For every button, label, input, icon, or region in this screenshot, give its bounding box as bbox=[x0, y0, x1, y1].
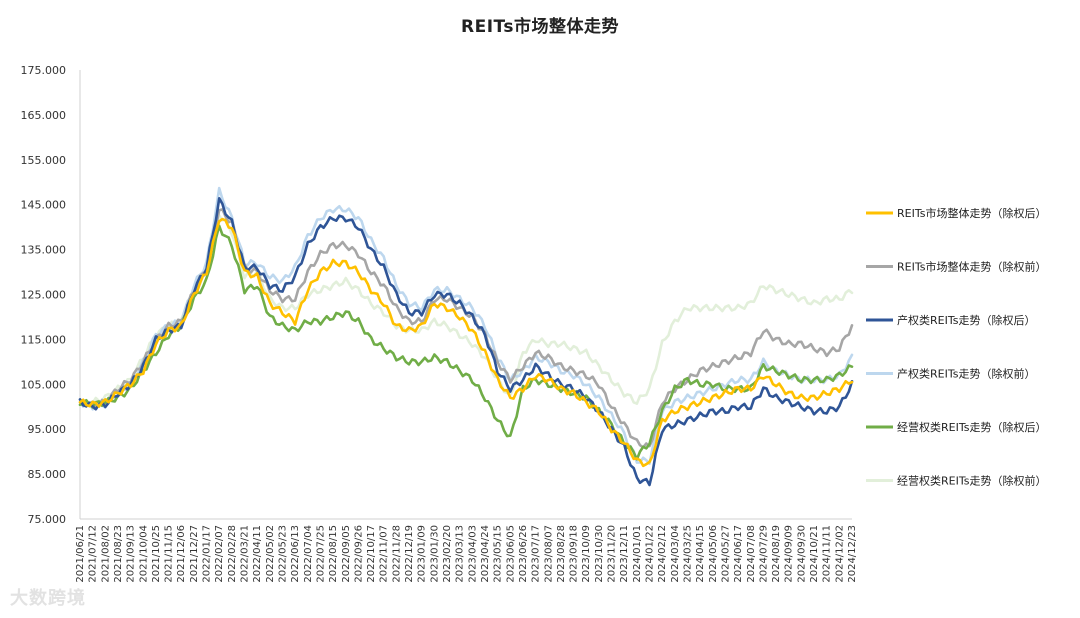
x-tick-label: 2023/10/09 bbox=[581, 525, 592, 583]
legend: REITs市场整体走势（除权后） REITs市场整体走势（除权前） 产权类REITs… bbox=[866, 206, 1046, 488]
x-tick-label: 2022/04/11 bbox=[252, 525, 263, 583]
y-tick-label: 145.000 bbox=[21, 199, 67, 212]
x-tick-label: 2024/08/19 bbox=[771, 525, 782, 583]
x-tick-label: 2023/12/11 bbox=[619, 525, 630, 583]
y-tick-label: 125.000 bbox=[21, 289, 67, 302]
legend-label: REITs市场整体走势（除权后） bbox=[897, 206, 1046, 220]
watermark: 大数跨境 bbox=[10, 588, 86, 609]
y-tick-label: 85.000 bbox=[28, 468, 67, 481]
x-tick-label: 2023/04/24 bbox=[480, 525, 491, 583]
x-tick-label: 2024/04/15 bbox=[695, 525, 706, 583]
x-tick-label: 2022/06/13 bbox=[290, 525, 301, 583]
y-tick-label: 105.000 bbox=[21, 378, 67, 391]
y-tick-label: 95.000 bbox=[28, 423, 67, 436]
legend-label: REITs市场整体走势（除权前） bbox=[897, 260, 1046, 274]
x-tick-label: 2024/03/25 bbox=[682, 525, 693, 583]
legend-label: 产权类REITs走势（除权前） bbox=[897, 367, 1035, 381]
x-tick-label: 2023/05/15 bbox=[493, 525, 504, 583]
x-tick-label: 2024/09/30 bbox=[796, 525, 807, 583]
x-tick-label: 2021/10/04 bbox=[138, 525, 149, 583]
y-axis: 75.000 85.000 95.000 105.000 115.000 125.000 1… bbox=[21, 64, 81, 526]
x-tick-label: 2022/05/02 bbox=[265, 525, 276, 583]
x-tick-label: 2024/11/11 bbox=[822, 525, 833, 583]
x-tick-label: 2024/06/17 bbox=[733, 525, 744, 583]
x-tick-label: 2022/11/07 bbox=[379, 525, 390, 583]
legend-label: 经营权类REITs走势（除权前） bbox=[897, 474, 1046, 488]
x-tick-label: 2024/01/01 bbox=[632, 525, 643, 583]
chart-title: REITs市场整体走势 bbox=[461, 17, 619, 37]
x-tick-label: 2022/12/19 bbox=[404, 525, 415, 583]
x-tick-label: 2022/02/28 bbox=[227, 525, 238, 583]
x-tick-label: 2021/11/15 bbox=[164, 525, 175, 583]
x-tick-label: 2023/09/18 bbox=[569, 525, 580, 583]
x-tick-label: 2023/01/09 bbox=[417, 525, 428, 583]
x-tick-label: 2024/10/21 bbox=[809, 525, 820, 583]
x-tick-label: 2023/06/26 bbox=[518, 525, 529, 583]
x-tick-label: 2023/08/07 bbox=[543, 525, 554, 583]
x-tick-label: 2021/08/23 bbox=[113, 525, 124, 583]
x-tick-label: 2023/06/05 bbox=[505, 525, 516, 583]
y-tick-label: 135.000 bbox=[21, 244, 67, 257]
series-line-1 bbox=[78, 208, 854, 449]
series-line-4 bbox=[78, 224, 854, 461]
x-tick-label: 2023/08/28 bbox=[556, 525, 567, 583]
legend-label: 产权类REITs走势（除权后） bbox=[897, 313, 1035, 327]
x-tick-label: 2023/04/03 bbox=[467, 525, 478, 583]
legend-label: 经营权类REITs走势（除权后） bbox=[897, 420, 1046, 434]
x-tick-label: 2022/03/21 bbox=[240, 525, 251, 583]
x-tick-label: 2022/02/07 bbox=[214, 525, 225, 583]
x-tick-label: 2022/10/17 bbox=[366, 525, 377, 583]
x-tick-label: 2022/07/25 bbox=[315, 525, 326, 583]
series-layer bbox=[78, 186, 854, 487]
y-tick-label: 175.000 bbox=[21, 64, 67, 77]
x-tick-label: 2022/09/05 bbox=[341, 525, 352, 583]
x-tick-label: 2022/09/26 bbox=[353, 525, 364, 583]
x-tick-label: 2021/07/12 bbox=[88, 525, 99, 583]
x-tick-label: 2024/07/08 bbox=[746, 525, 757, 583]
x-tick-label: 2021/06/21 bbox=[75, 525, 86, 583]
x-tick-label: 2023/07/17 bbox=[531, 525, 542, 583]
x-tick-label: 2022/01/17 bbox=[202, 525, 213, 583]
x-tick-label: 2023/01/30 bbox=[429, 525, 440, 583]
x-tick-label: 2021/08/02 bbox=[100, 525, 111, 583]
x-tick-label: 2024/12/02 bbox=[834, 525, 845, 583]
x-tick-label: 2024/01/22 bbox=[645, 525, 656, 583]
y-tick-label: 155.000 bbox=[21, 154, 67, 167]
x-tick-label: 2022/07/04 bbox=[303, 525, 314, 583]
x-tick-label: 2021/12/06 bbox=[176, 525, 187, 583]
x-tick-label: 2022/08/15 bbox=[328, 525, 339, 583]
y-tick-label: 75.000 bbox=[28, 513, 67, 526]
x-tick-label: 2024/09/09 bbox=[784, 525, 795, 583]
x-tick-label: 2024/07/29 bbox=[758, 525, 769, 583]
x-tick-label: 2024/05/06 bbox=[708, 525, 719, 583]
x-tick-label: 2023/10/30 bbox=[594, 525, 605, 583]
x-tick-label: 2021/12/27 bbox=[189, 525, 200, 583]
series-line-0 bbox=[78, 217, 854, 468]
x-tick-label: 2024/12/23 bbox=[847, 525, 858, 583]
x-tick-label: 2022/05/23 bbox=[277, 525, 288, 583]
x-tick-label: 2021/09/13 bbox=[126, 525, 137, 583]
x-tick-label: 2024/05/27 bbox=[720, 525, 731, 583]
y-tick-label: 165.000 bbox=[21, 109, 67, 122]
x-tick-label: 2023/03/13 bbox=[455, 525, 466, 583]
x-tick-label: 2024/03/04 bbox=[670, 525, 681, 583]
y-tick-label: 115.000 bbox=[21, 333, 67, 346]
x-tick-label: 2023/02/20 bbox=[442, 525, 453, 583]
x-tick-label: 2021/10/25 bbox=[151, 525, 162, 583]
series-line-2 bbox=[78, 197, 854, 487]
x-tick-label: 2023/11/20 bbox=[607, 525, 618, 583]
x-axis: 2021/06/21 2021/07/12 2021/08/02 2021/08/23… bbox=[75, 518, 858, 583]
x-tick-label: 2024/02/12 bbox=[657, 525, 668, 583]
series-line-3 bbox=[78, 186, 854, 466]
x-tick-label: 2022/11/28 bbox=[391, 525, 402, 583]
